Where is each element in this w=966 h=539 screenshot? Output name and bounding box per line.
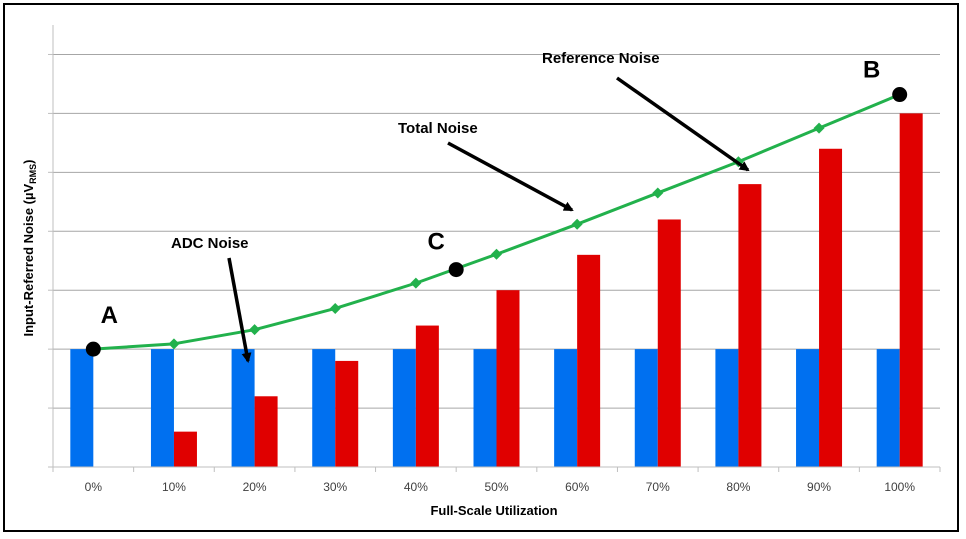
bar-adc-noise xyxy=(312,349,336,467)
point-a-dot xyxy=(85,341,101,357)
bar-reference-noise xyxy=(254,396,278,467)
x-tick-label: 30% xyxy=(323,480,347,494)
total-noise-marker xyxy=(329,302,341,314)
bar-adc-noise xyxy=(715,349,739,467)
bar-reference-noise xyxy=(335,360,359,467)
bar-reference-noise xyxy=(496,290,520,467)
x-tick-label: 90% xyxy=(807,480,831,494)
bar-reference-noise xyxy=(657,219,681,467)
bar-adc-noise xyxy=(796,349,820,467)
bars xyxy=(70,113,923,468)
total-noise-marker xyxy=(571,218,583,230)
point-b-label: B xyxy=(863,57,880,84)
annotation-adc-noise: ADC Noise xyxy=(171,235,249,252)
gridlines xyxy=(48,53,941,472)
bar-reference-noise xyxy=(899,113,923,468)
bar-adc-noise xyxy=(231,349,255,467)
noise-chart: 0% 10% 20% 30% 40% 50% 60% 70% 80% 90% 100% A C B AD… xyxy=(21,25,941,518)
y-axis-title-close: ) xyxy=(21,159,36,163)
x-tick-label: 40% xyxy=(404,480,428,494)
total-noise-marker xyxy=(249,324,261,336)
labeled-points: A C B xyxy=(85,57,908,357)
bar-reference-noise xyxy=(415,325,439,467)
bar-reference-noise xyxy=(738,184,762,467)
bar-reference-noise xyxy=(173,431,197,467)
x-tick-label: 0% xyxy=(85,480,103,494)
bar-adc-noise xyxy=(634,349,658,467)
y-axis-title-subscript: RMS xyxy=(28,164,38,184)
x-tick-label: 20% xyxy=(243,480,267,494)
bar-adc-noise xyxy=(392,349,416,467)
x-tick-labels: 0% 10% 20% 30% 40% 50% 60% 70% 80% 90% 100% xyxy=(85,480,916,494)
x-tick-label: 80% xyxy=(726,480,750,494)
x-tick-label: 60% xyxy=(565,480,589,494)
bar-adc-noise xyxy=(473,349,497,467)
arrow-reference-noise xyxy=(615,76,750,172)
arrow-total-noise xyxy=(447,141,574,212)
total-noise-marker xyxy=(652,187,664,199)
x-tick-label: 50% xyxy=(484,480,508,494)
total-noise-marker xyxy=(410,277,422,289)
point-c-dot xyxy=(448,262,464,278)
x-tick-label: 70% xyxy=(646,480,670,494)
chart-frame: 0% 10% 20% 30% 40% 50% 60% 70% 80% 90% 100% A C B AD… xyxy=(3,3,959,532)
annotation-reference-noise: Reference Noise xyxy=(542,50,660,67)
bar-reference-noise xyxy=(819,148,843,467)
bar-reference-noise xyxy=(577,254,601,467)
total-noise-marker xyxy=(813,122,825,134)
y-axis-title-main: Input-Referred Noise (µV xyxy=(21,184,36,337)
y-axis-title: Input-Referred Noise (µVRMS) xyxy=(21,159,38,336)
bar-adc-noise xyxy=(876,349,900,467)
annotation-labels: ADC Noise Total Noise Reference Noise xyxy=(171,50,660,252)
x-axis-title: Full-Scale Utilization xyxy=(430,503,557,518)
bar-adc-noise xyxy=(70,349,94,467)
annotation-arrows xyxy=(227,76,750,363)
total-noise-marker xyxy=(168,338,180,350)
x-tick-label: 100% xyxy=(884,480,915,494)
point-c-label: C xyxy=(428,229,445,256)
annotation-total-noise: Total Noise xyxy=(398,120,478,137)
point-a-label: A xyxy=(101,302,118,329)
bar-adc-noise xyxy=(554,349,578,467)
arrow-adc-noise xyxy=(227,257,252,363)
total-noise-marker xyxy=(491,248,502,260)
x-tick-label: 10% xyxy=(162,480,186,494)
bar-adc-noise xyxy=(150,349,174,467)
point-b-dot xyxy=(892,87,908,103)
